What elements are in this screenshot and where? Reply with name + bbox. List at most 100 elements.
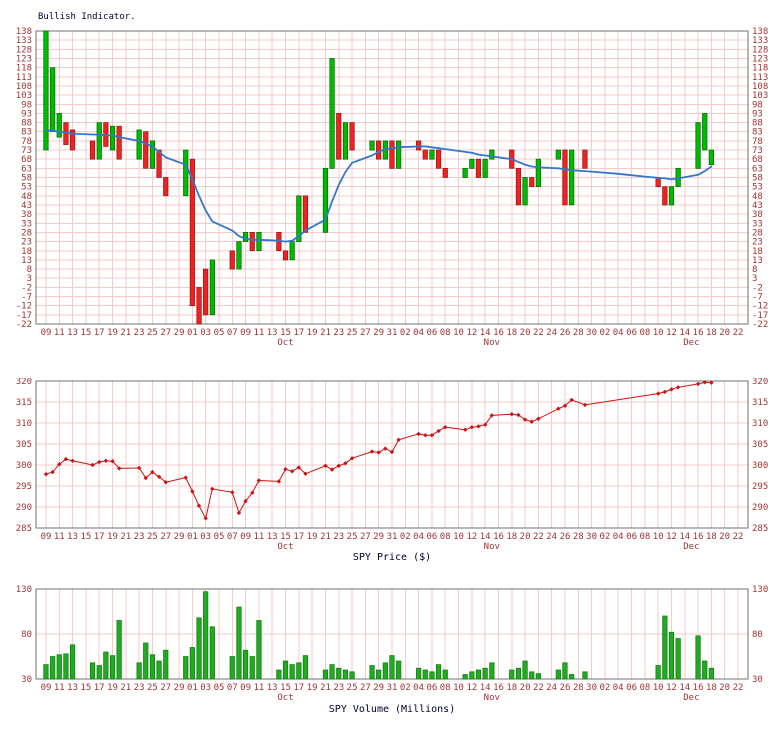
svg-text:21: 21	[320, 328, 331, 338]
svg-text:05: 05	[214, 683, 225, 693]
svg-text:27: 27	[360, 532, 371, 542]
svg-text:01: 01	[187, 683, 198, 693]
svg-text:23: 23	[134, 328, 145, 338]
svg-text:20: 20	[520, 328, 531, 338]
svg-text:09: 09	[240, 683, 251, 693]
svg-text:-17: -17	[752, 311, 768, 321]
svg-text:13: 13	[752, 256, 763, 266]
svg-text:20: 20	[719, 328, 730, 338]
svg-text:03: 03	[200, 328, 211, 338]
svg-text:16: 16	[693, 532, 704, 542]
svg-text:31: 31	[387, 532, 398, 542]
svg-text:09: 09	[41, 328, 52, 338]
svg-text:29: 29	[174, 683, 185, 693]
svg-text:24: 24	[546, 532, 557, 542]
svg-text:19: 19	[107, 683, 118, 693]
svg-text:20: 20	[719, 683, 730, 693]
svg-text:13: 13	[267, 683, 278, 693]
svg-text:09: 09	[41, 532, 52, 542]
svg-text:-12: -12	[752, 302, 768, 312]
svg-text:05: 05	[214, 328, 225, 338]
svg-text:17: 17	[94, 328, 105, 338]
svg-text:-22: -22	[16, 320, 32, 330]
svg-text:02: 02	[599, 532, 610, 542]
svg-text:290: 290	[16, 503, 32, 513]
svg-text:11: 11	[54, 328, 65, 338]
svg-text:20: 20	[719, 532, 730, 542]
svg-text:Nov: Nov	[484, 693, 500, 702]
svg-text:25: 25	[347, 683, 358, 693]
svg-text:27: 27	[360, 683, 371, 693]
svg-text:Oct: Oct	[277, 693, 293, 702]
svg-text:113: 113	[16, 73, 32, 83]
svg-text:12: 12	[666, 328, 677, 338]
svg-text:08: 08	[639, 328, 650, 338]
svg-text:11: 11	[253, 532, 264, 542]
svg-text:10: 10	[453, 683, 464, 693]
svg-text:01: 01	[187, 328, 198, 338]
svg-text:09: 09	[240, 328, 251, 338]
svg-text:21: 21	[320, 683, 331, 693]
svg-text:18: 18	[506, 532, 517, 542]
svg-text:93: 93	[752, 109, 763, 119]
svg-text:06: 06	[426, 532, 437, 542]
svg-text:22: 22	[533, 532, 544, 542]
svg-text:22: 22	[733, 683, 744, 693]
svg-text:305: 305	[16, 440, 32, 450]
svg-text:07: 07	[227, 683, 238, 693]
svg-text:05: 05	[214, 532, 225, 542]
svg-text:300: 300	[16, 461, 32, 471]
svg-text:Dec: Dec	[683, 693, 699, 702]
svg-text:320: 320	[752, 378, 768, 387]
svg-text:25: 25	[347, 532, 358, 542]
svg-text:23: 23	[134, 683, 145, 693]
svg-text:83: 83	[21, 128, 32, 138]
svg-text:315: 315	[16, 398, 32, 408]
svg-text:15: 15	[280, 328, 291, 338]
svg-text:8: 8	[27, 265, 32, 275]
svg-text:08: 08	[639, 532, 650, 542]
svg-text:-12: -12	[16, 302, 32, 312]
svg-text:11: 11	[253, 683, 264, 693]
svg-text:123: 123	[752, 55, 768, 65]
svg-text:28: 28	[752, 228, 763, 238]
svg-text:78: 78	[752, 137, 763, 147]
svg-text:Dec: Dec	[683, 542, 699, 550]
svg-text:12: 12	[466, 328, 477, 338]
svg-text:29: 29	[174, 328, 185, 338]
svg-text:06: 06	[626, 328, 637, 338]
svg-text:06: 06	[626, 532, 637, 542]
svg-text:113: 113	[752, 73, 768, 83]
svg-text:-2: -2	[21, 283, 32, 293]
svg-text:295: 295	[752, 482, 768, 492]
svg-text:53: 53	[752, 183, 763, 193]
svg-text:108: 108	[16, 82, 32, 92]
svg-text:25: 25	[147, 683, 158, 693]
svg-text:19: 19	[107, 328, 118, 338]
svg-text:09: 09	[240, 532, 251, 542]
svg-text:08: 08	[440, 532, 451, 542]
svg-text:27: 27	[160, 532, 171, 542]
svg-text:22: 22	[533, 328, 544, 338]
svg-text:25: 25	[147, 532, 158, 542]
svg-text:38: 38	[752, 210, 763, 220]
svg-text:138: 138	[16, 27, 32, 37]
svg-text:31: 31	[387, 683, 398, 693]
svg-text:-2: -2	[752, 283, 763, 293]
svg-text:103: 103	[752, 91, 768, 101]
price-panel: 285 285 290 290 295 295 300 300 305 305 310 310 315 3…	[0, 378, 784, 566]
svg-text:11: 11	[54, 683, 65, 693]
svg-text:26: 26	[560, 532, 571, 542]
svg-text:130: 130	[752, 585, 768, 595]
svg-text:19: 19	[307, 683, 318, 693]
svg-text:08: 08	[639, 683, 650, 693]
svg-text:18: 18	[706, 532, 717, 542]
svg-text:04: 04	[413, 683, 424, 693]
svg-text:Dec: Dec	[683, 338, 699, 348]
svg-text:15: 15	[80, 532, 91, 542]
volume-xlabel: SPY Volume (Millions)	[328, 704, 456, 715]
